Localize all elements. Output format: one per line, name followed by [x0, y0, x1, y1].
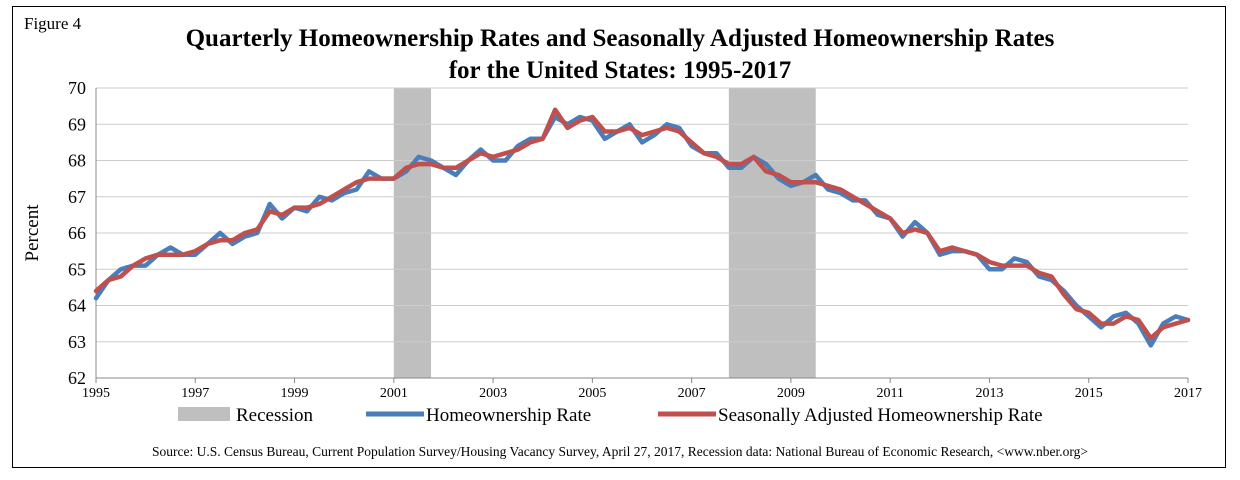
- legend-seasonally-adjusted-label: Seasonally Adjusted Homeownership Rate: [718, 405, 1043, 426]
- x-tick-label: 2009: [777, 386, 805, 401]
- legend-recession-swatch: [178, 407, 230, 421]
- y-tick-label: 66: [68, 223, 86, 243]
- x-tick-label: 2001: [380, 386, 408, 401]
- homeownership-rate-line: [93, 114, 1191, 348]
- chart-title: Quarterly Homeownership Rates and Season…: [185, 25, 1055, 52]
- legend-recession-label: Recession: [236, 405, 314, 426]
- figure-frame: [12, 6, 1226, 468]
- seasonally-adjusted-rate-line: [93, 107, 1191, 341]
- x-tick-label: 1999: [281, 386, 309, 401]
- y-axis-label: Percent: [22, 204, 43, 262]
- x-tick-label: 2005: [578, 386, 606, 401]
- y-tick-label: 62: [68, 368, 86, 388]
- y-tick-label: 70: [68, 78, 86, 98]
- y-tick-label: 63: [68, 332, 86, 352]
- y-tick-label: 64: [68, 296, 86, 316]
- y-tick-label: 67: [68, 187, 86, 207]
- source-note: Source: U.S. Census Bureau, Current Popu…: [151, 444, 1089, 459]
- y-tick-label: 68: [68, 151, 86, 171]
- x-tick-label: 2013: [975, 386, 1003, 401]
- x-tick-label: 2007: [678, 386, 706, 401]
- y-tick-label: 69: [68, 114, 86, 134]
- chart-subtitle: for the United States: 1995-2017: [448, 57, 792, 84]
- y-tick-label: 65: [68, 259, 86, 279]
- x-tick-label: 1997: [181, 386, 209, 401]
- x-tick-label: 1995: [82, 386, 110, 401]
- x-tick-label: 2015: [1075, 386, 1103, 401]
- x-tick-label: 2017: [1174, 386, 1202, 401]
- figure-label: Figure 4: [24, 14, 82, 33]
- legend-homeownership-label: Homeownership Rate: [426, 405, 591, 426]
- x-tick-label: 2003: [479, 386, 507, 401]
- x-tick-label: 2011: [876, 386, 903, 401]
